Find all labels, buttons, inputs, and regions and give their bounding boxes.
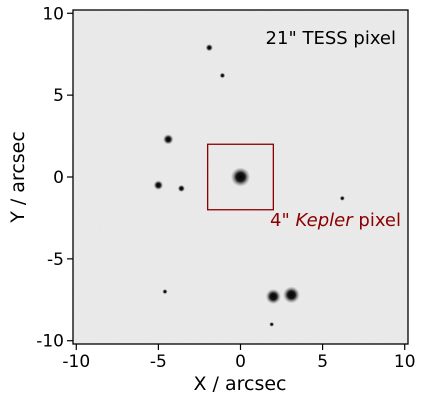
star-8 <box>219 72 226 79</box>
image-area <box>72 9 409 345</box>
kepler-italic-word: Kepler <box>296 210 355 231</box>
star-9 <box>339 195 345 201</box>
star-10 <box>162 289 168 295</box>
x-axis-ticks: -10 -5 0 5 10 <box>62 344 416 372</box>
y-tick-label: 0 <box>53 168 64 188</box>
star-11 <box>269 321 275 327</box>
tess-pixel-label: 21" TESS pixel <box>266 28 396 49</box>
x-axis-label: X / arcsec <box>193 373 286 395</box>
x-tick-label: 10 <box>394 352 416 372</box>
star-4 <box>163 134 174 145</box>
kepler-pixel-label: 4" Kepler pixel <box>270 210 401 231</box>
kepler-prefix: 4" <box>270 210 290 231</box>
stars-layer <box>153 44 345 327</box>
y-tick-label: 5 <box>53 86 64 106</box>
x-tick-label: -5 <box>150 352 167 372</box>
star-2 <box>283 286 300 304</box>
star-6 <box>177 184 185 193</box>
star-5 <box>153 180 164 190</box>
x-tick-label: 5 <box>317 352 328 372</box>
y-tick-label: -5 <box>47 250 64 270</box>
y-tick-label: 10 <box>42 4 64 24</box>
y-tick-label: -10 <box>36 332 64 352</box>
kepler-suffix: pixel <box>358 210 401 231</box>
y-axis-ticks: 10 5 0 -5 -10 <box>36 4 73 352</box>
y-axis-label: Y / arcsec <box>7 131 29 224</box>
star-7 <box>205 44 213 52</box>
x-tick-label: 0 <box>235 352 246 372</box>
kepler-pixel-box <box>207 143 274 211</box>
star-3 <box>265 288 281 305</box>
x-tick-label: -10 <box>62 352 90 372</box>
star-1 <box>230 167 251 187</box>
